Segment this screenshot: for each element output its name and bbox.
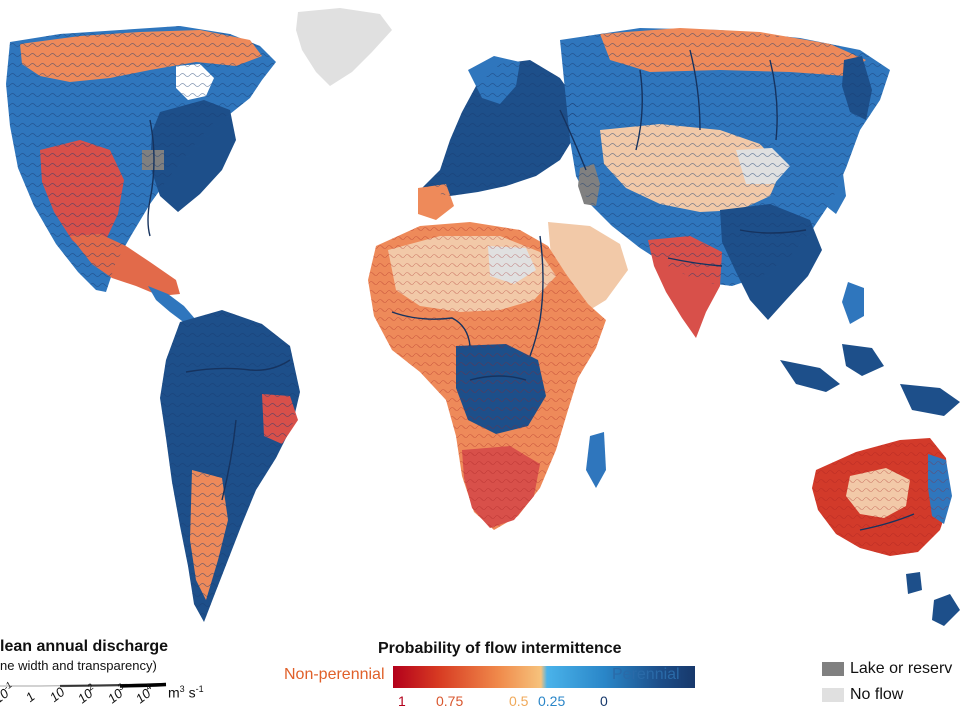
colorbar-tick: 0.5: [509, 693, 529, 709]
central-america: [148, 286, 196, 324]
non-perennial-label: Non-perennial: [284, 666, 385, 683]
river-yangtze: [739, 229, 807, 234]
river-volga: [559, 109, 587, 171]
indonesia-2: [842, 344, 884, 376]
perennial-label: Perennial: [612, 666, 680, 683]
river-murray: [859, 513, 915, 531]
lake-legend-item: Lake or reserv: [822, 660, 952, 680]
intermittence-legend: Probability of flow intermittence Non-pe…: [280, 636, 700, 720]
colorbar-tick: 0: [600, 693, 608, 709]
madagascar: [586, 432, 606, 488]
no-flow-legend-label: No flow: [850, 686, 904, 703]
no-flow-swatch: [822, 687, 844, 702]
colorbar-tick: 0.75: [436, 693, 464, 709]
river-lena: [769, 59, 778, 141]
lake-swatch: [822, 661, 844, 676]
major-rivers: [147, 49, 915, 531]
colorbar-tick: 1: [398, 693, 406, 709]
colorbar-tick: 0.25: [538, 693, 566, 709]
discharge-unit: m3 s-1: [168, 684, 204, 701]
discharge-tick-base: 1: [22, 688, 38, 705]
river-amazon: [185, 359, 291, 373]
river-parana: [221, 419, 237, 501]
river-ob: [635, 69, 643, 151]
world-map: [6, 8, 960, 626]
river-network: [6, 26, 950, 622]
river-niger: [391, 311, 471, 347]
unit-base: m: [168, 684, 180, 701]
lake-legend-label: Lake or reserv: [850, 660, 953, 677]
philippines: [842, 282, 864, 324]
no-flow-legend-item: No flow: [822, 686, 903, 706]
greenland: [296, 8, 392, 86]
unit-exp1: 3: [179, 684, 185, 694]
unit-exp2: -1: [195, 684, 204, 694]
river-ganges: [667, 257, 723, 267]
discharge-legend-title: lean annual discharge: [0, 638, 169, 655]
discharge-legend-subtitle: ne width and transparency): [0, 658, 157, 673]
river-mississippi: [147, 119, 155, 237]
river-congo: [469, 375, 527, 381]
discharge-tick: 1: [23, 689, 38, 705]
unit-mid: s: [184, 684, 196, 701]
new-guinea: [900, 384, 960, 416]
river-yenisei: [689, 49, 701, 131]
intermittence-colorbar: [393, 666, 695, 688]
new-zealand: [932, 594, 960, 626]
intermittence-legend-title: Probability of flow intermittence: [378, 640, 622, 657]
indonesia-1: [780, 360, 840, 392]
discharge-legend: lean annual discharge ne width and trans…: [0, 636, 240, 720]
discharge-ticks: 10-1 1 10 102 103 104: [0, 680, 240, 720]
discharge-width-ramp: [0, 682, 167, 688]
river-nile: [529, 235, 544, 357]
tasmania: [906, 572, 922, 594]
world-map-svg: [6, 8, 960, 626]
